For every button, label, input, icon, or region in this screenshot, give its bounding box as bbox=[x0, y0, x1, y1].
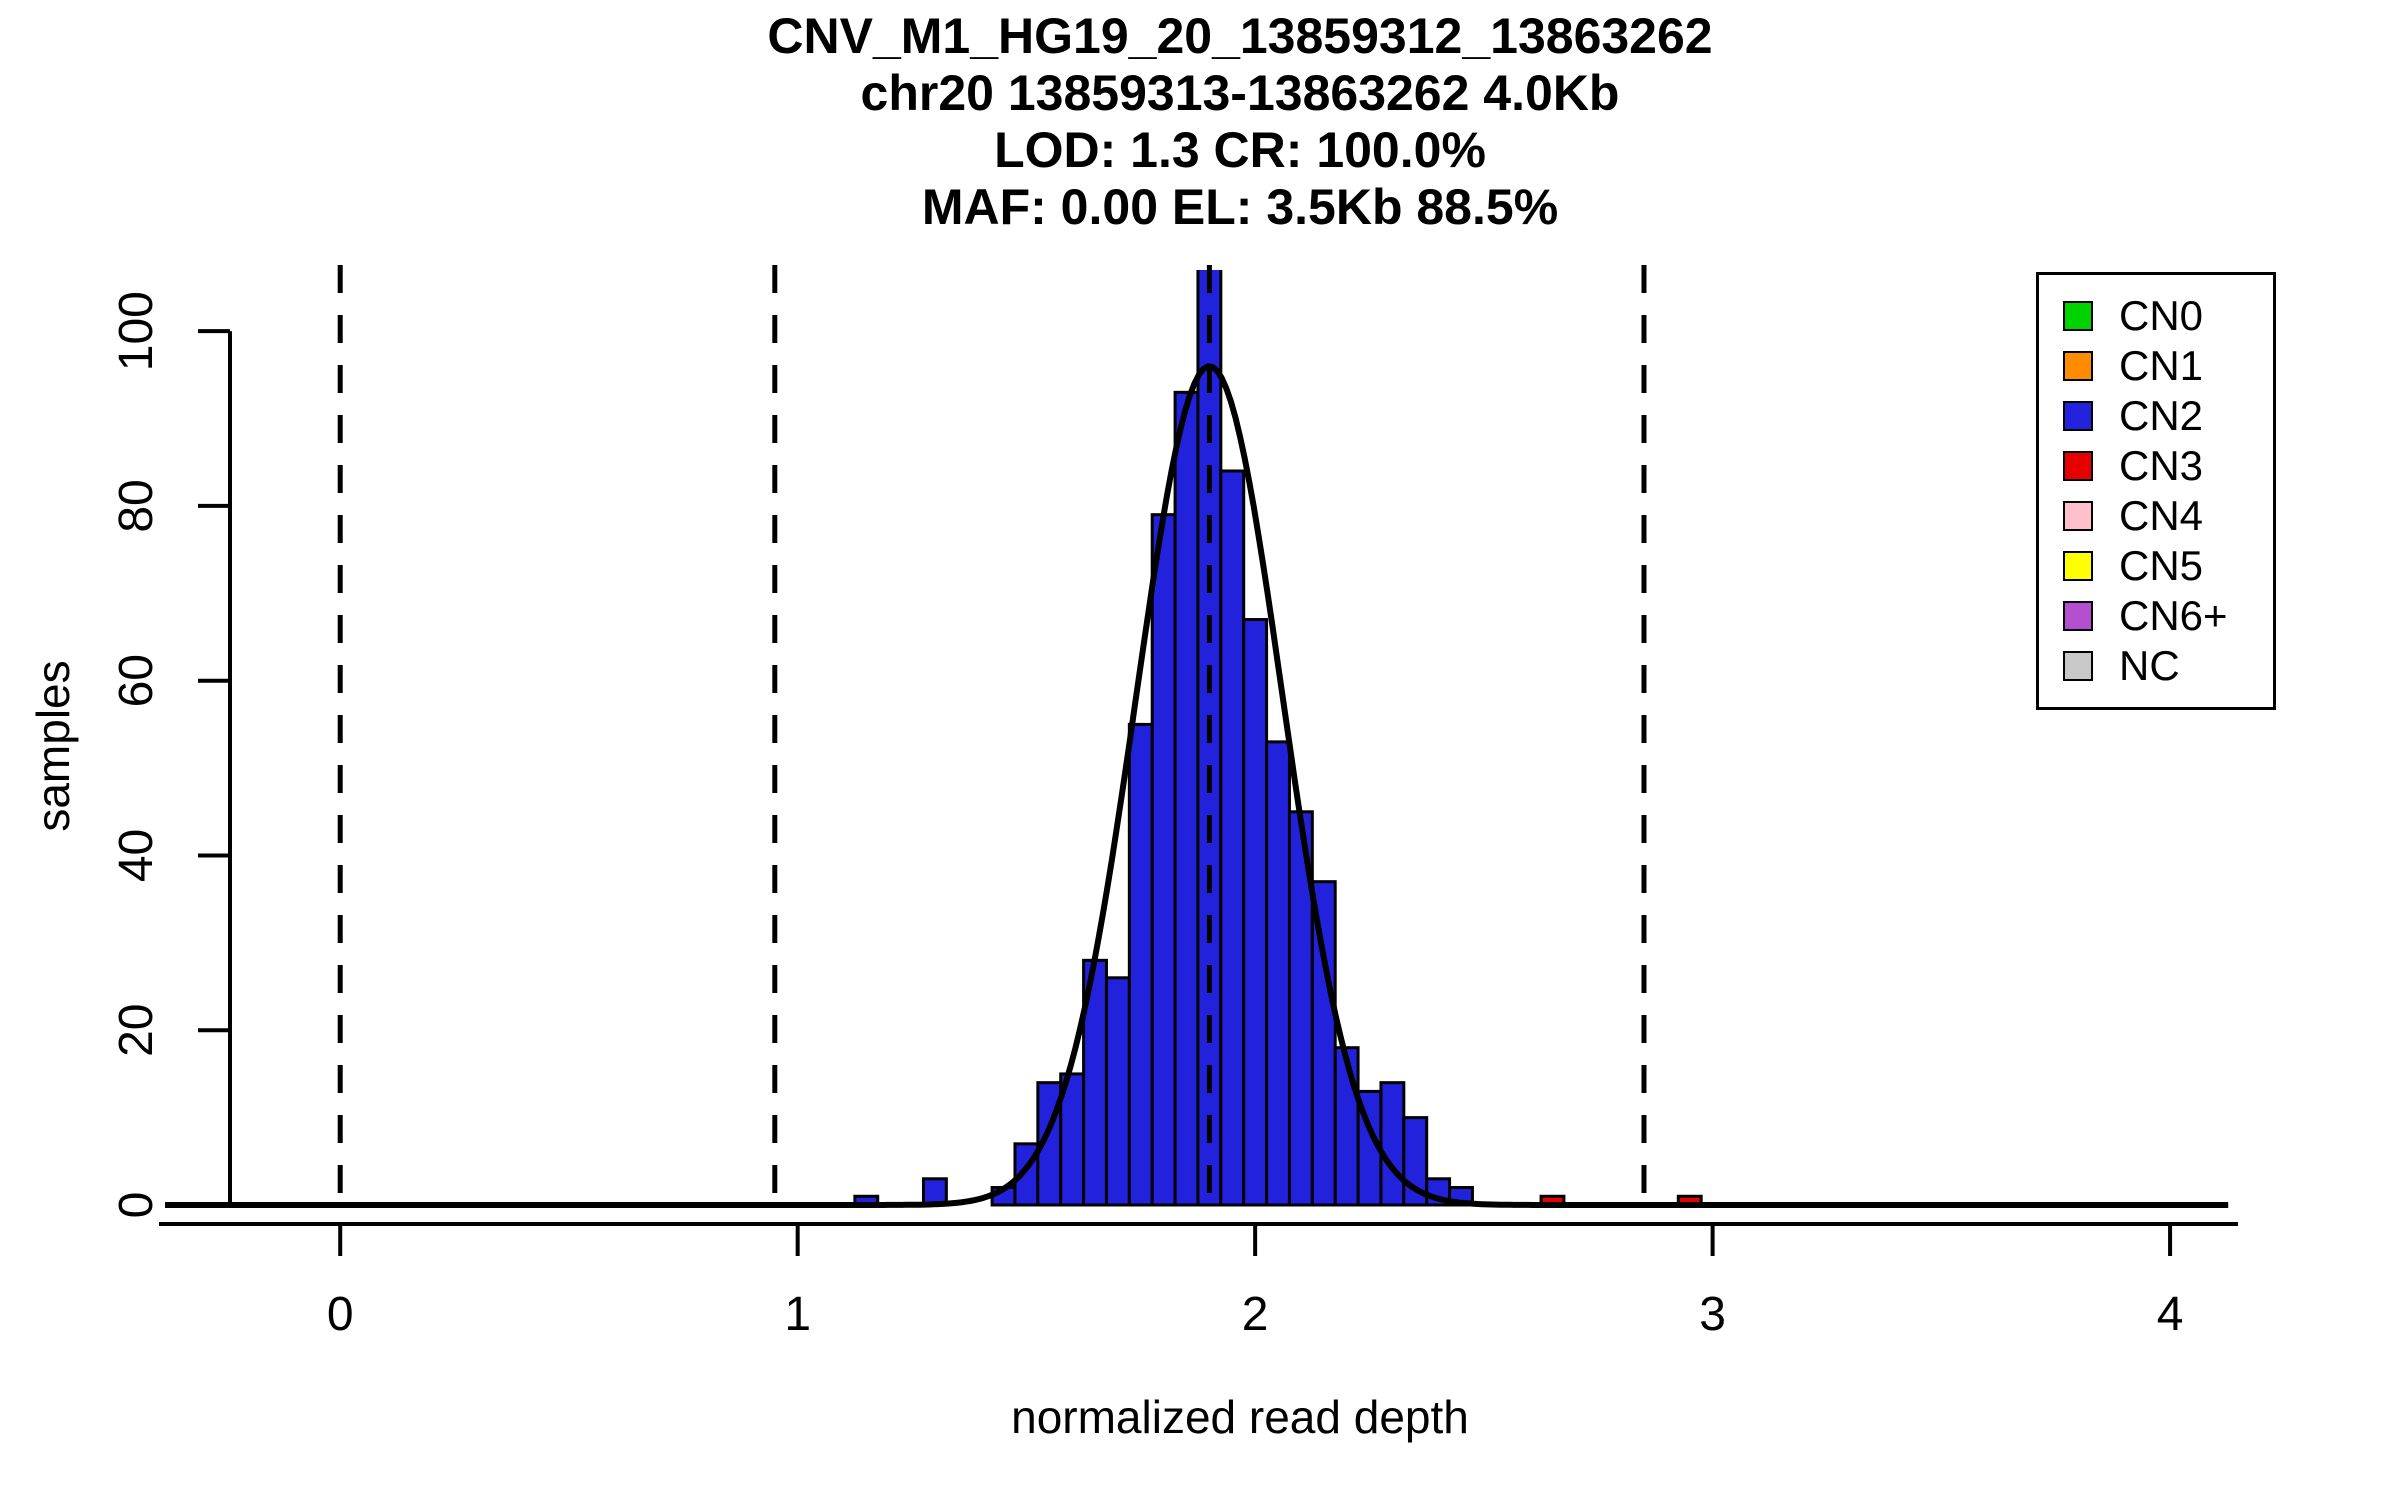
y-axis-tick-label: 80 bbox=[110, 479, 163, 532]
legend-label: CN3 bbox=[2119, 442, 2204, 489]
legend-swatch-cn4 bbox=[2063, 501, 2093, 531]
legend-label: CN6+ bbox=[2119, 592, 2228, 639]
legend-item-cn2: CN2 bbox=[2063, 391, 2263, 441]
histogram-bar-CN2 bbox=[1173, 390, 1200, 1207]
legend-item-cn4: CN4 bbox=[2063, 491, 2263, 541]
legend-label: CN0 bbox=[2119, 292, 2204, 339]
legend-label: CN2 bbox=[2119, 392, 2204, 439]
legend-swatch-cn1 bbox=[2063, 351, 2093, 381]
legend-item-cn6plus: CN6+ bbox=[2063, 591, 2263, 641]
legend-swatch-cn0 bbox=[2063, 301, 2093, 331]
y-axis-tick-label: 60 bbox=[110, 654, 163, 707]
histogram-bar-CN2 bbox=[1127, 722, 1154, 1207]
histogram-bar-CN2 bbox=[1265, 740, 1291, 1207]
legend-swatch-cn3 bbox=[2063, 451, 2093, 481]
legend-label: CN1 bbox=[2119, 342, 2204, 389]
legend-swatch-cn6plus bbox=[2063, 601, 2093, 631]
legend-item-cn5: CN5 bbox=[2063, 541, 2263, 591]
histogram-bar-CN2 bbox=[1150, 513, 1177, 1207]
legend-item-cn1: CN1 bbox=[2063, 341, 2263, 391]
histogram-bars bbox=[853, 270, 1703, 1207]
x-axis-tick-label: 0 bbox=[327, 1288, 354, 1341]
x-axis-tick-label: 1 bbox=[784, 1288, 811, 1341]
gaussian-fit-curve bbox=[165, 363, 2229, 1208]
chart-title-block: CNV_M1_HG19_20_13859312_13863262 chr20 1… bbox=[80, 8, 2400, 236]
legend-swatch-cn5 bbox=[2063, 551, 2093, 581]
chart-title-line-4: MAF: 0.00 EL: 3.5Kb 88.5% bbox=[921, 179, 1559, 235]
legend: CN0 CN1 CN2 CN3 CN4 CN5 CN6+ NC bbox=[2036, 272, 2276, 710]
x-axis-label: normalized read depth bbox=[1011, 1391, 1469, 1443]
legend-swatch-cn2 bbox=[2063, 401, 2093, 431]
chart-title-line-2: chr20 13859313-13863262 4.0Kb bbox=[860, 65, 1620, 121]
histogram-bar-CN2 bbox=[1310, 880, 1337, 1207]
y-axis-tick-label: 100 bbox=[110, 291, 163, 371]
x-axis-tick-label: 2 bbox=[1242, 1288, 1269, 1341]
legend-label: CN4 bbox=[2119, 492, 2204, 539]
legend-item-cn3: CN3 bbox=[2063, 441, 2263, 491]
legend-item-cn0: CN0 bbox=[2063, 291, 2263, 341]
y-axis-tick-label: 20 bbox=[110, 1004, 163, 1057]
x-axis-tick-label: 4 bbox=[2157, 1288, 2184, 1341]
y-axis-tick-label: 0 bbox=[110, 1192, 163, 1219]
x-axis-tick-label: 3 bbox=[1699, 1288, 1726, 1341]
legend-label: NC bbox=[2119, 642, 2180, 689]
histogram-bar-CN2 bbox=[1242, 618, 1269, 1207]
chart-title-line-3: LOD: 1.3 CR: 100.0% bbox=[994, 122, 1486, 178]
chart-title-line-1: CNV_M1_HG19_20_13859312_13863262 bbox=[767, 8, 1713, 64]
histogram-bar-CN2 bbox=[1104, 976, 1131, 1207]
legend-swatch-nc bbox=[2063, 651, 2093, 681]
y-axis-tick-label: 40 bbox=[110, 829, 163, 882]
legend-label: CN5 bbox=[2119, 542, 2204, 589]
legend-item-nc: NC bbox=[2063, 641, 2263, 691]
histogram-bar-CN2 bbox=[1219, 469, 1246, 1207]
histogram-bar-CN2 bbox=[1379, 1081, 1406, 1207]
